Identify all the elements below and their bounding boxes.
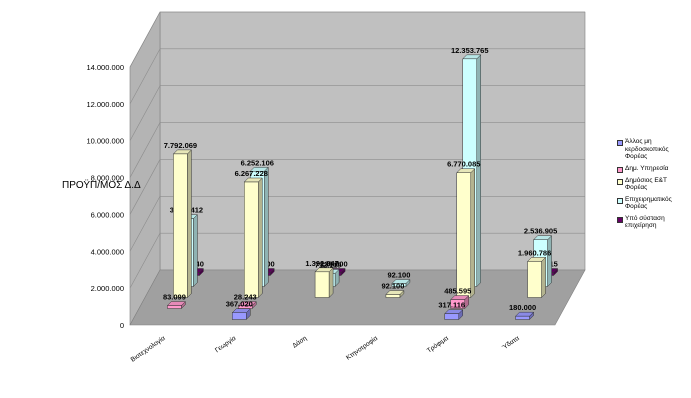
data-label: 367.020 <box>226 300 253 309</box>
bar <box>391 278 411 288</box>
bar <box>456 168 476 299</box>
legend-swatch <box>617 166 623 173</box>
bar <box>385 289 405 299</box>
back-wall <box>159 11 586 271</box>
bar-front <box>450 299 465 309</box>
data-label: 317.116 <box>438 301 465 310</box>
data-label: 83.099 <box>163 293 186 302</box>
bar-side <box>193 214 198 288</box>
bar-front <box>173 153 188 298</box>
bar <box>450 294 470 310</box>
legend-swatch <box>617 197 623 204</box>
bar-front <box>391 283 407 287</box>
legend-label: Άλλος μη κερδοσκοπικός Φορέας <box>625 138 669 160</box>
bar-front <box>244 181 259 298</box>
legend-label: Δημ. Υπηρεσία <box>625 164 669 172</box>
bar <box>231 308 251 321</box>
bar <box>314 267 334 299</box>
bar <box>526 256 547 299</box>
bar-side <box>476 54 481 288</box>
bar-side <box>264 166 269 288</box>
bar-side <box>470 168 475 299</box>
bar <box>243 177 263 299</box>
bar-side <box>258 177 263 299</box>
data-label: 6.267.228 <box>235 169 268 178</box>
legend-item: Δημ. Υπηρεσία <box>617 165 687 173</box>
data-label: 180.000 <box>509 303 536 312</box>
data-label: 1.960.786 <box>518 248 551 257</box>
bar-front <box>385 294 401 298</box>
gridline <box>129 85 161 141</box>
category-label: Δάση <box>291 334 309 350</box>
data-label: 2.536.905 <box>524 227 557 236</box>
data-label: 92.100 <box>387 271 410 280</box>
category-label: Γεωργία <box>213 334 237 354</box>
y-tick-label: 12.000.000 <box>86 100 124 109</box>
bar <box>172 149 193 299</box>
legend-label: Επιχειρηματικός Φορέας <box>625 195 672 211</box>
bar-front <box>232 312 247 320</box>
bar-front <box>444 313 459 320</box>
data-label: 485.595 <box>444 287 471 296</box>
gridline <box>129 122 161 178</box>
gridline <box>129 196 161 252</box>
bar-front <box>314 271 330 298</box>
bar <box>444 309 464 321</box>
category-label: Βιοτεχνολογία <box>129 334 167 364</box>
data-label: 12.353.765 <box>451 46 489 55</box>
y-tick-label: 2.000.000 <box>91 284 124 293</box>
data-label: 1.392.847 <box>305 259 338 268</box>
category-label: Τρόφιμα <box>425 334 450 355</box>
legend-swatch <box>617 140 623 146</box>
bar-side <box>547 235 552 288</box>
legend: Άλλος μη κερδοσκοπικός Φορέας Δημ. Υπηρεσ… <box>617 138 687 234</box>
legend-item: Δημόσιος Ε&Τ Φορέας <box>617 177 687 192</box>
plot-area: 0 2.000.000 4.000.000 6.000.000 8.000.000 10.… <box>86 11 586 364</box>
data-label: 28.243 <box>234 293 257 302</box>
y-tick-label: 14.000.000 <box>86 63 124 72</box>
legend-swatch <box>617 216 623 223</box>
y-tick-label: 6.000.000 <box>91 210 124 219</box>
bar-front <box>527 261 542 298</box>
gridline <box>129 232 161 289</box>
data-label: 92.100 <box>381 282 404 291</box>
y-tick-label: 0 <box>120 321 124 330</box>
data-label: 7.792.069 <box>164 141 197 150</box>
legend-label: Υπό σύσταση επιχείρηση <box>625 214 665 230</box>
data-label: 130.000 <box>321 260 348 269</box>
data-label: 6.770.085 <box>447 160 480 169</box>
legend-item: Υπό σύσταση επιχείρηση <box>617 215 687 230</box>
category-label: Κτηνοτροφία <box>344 334 379 362</box>
y-tick-label: 4.000.000 <box>91 247 124 256</box>
data-label: 6.252.106 <box>241 158 274 167</box>
gridline <box>129 159 161 215</box>
legend-label: Δημόσιος Ε&Τ Φορέας <box>625 176 667 192</box>
y-tick-label: 10.000.000 <box>86 137 124 146</box>
legend-swatch <box>617 178 623 185</box>
bar-side <box>328 267 334 299</box>
bar-side <box>541 256 546 299</box>
bar-front <box>167 305 182 309</box>
legend-item: Άλλος μη κερδοσκοπικός Φορέας <box>617 138 687 161</box>
data-label: 712.119 <box>315 260 342 269</box>
y-axis-label: ΠΡΟΫΠ/ΜΟΣ Δ.Δ <box>62 180 141 191</box>
legend-item: Επιχειρηματικός Φορέας <box>617 196 687 211</box>
bar-front <box>456 172 471 298</box>
bar <box>166 300 187 310</box>
bar-side <box>187 149 192 299</box>
gridline <box>129 11 161 68</box>
category-label: Ύδατα <box>501 335 521 352</box>
y-tick-label: 8.000.000 <box>91 174 124 183</box>
bar <box>514 311 535 321</box>
bar-front <box>515 315 530 320</box>
gridline <box>129 48 161 105</box>
bar <box>237 300 257 310</box>
